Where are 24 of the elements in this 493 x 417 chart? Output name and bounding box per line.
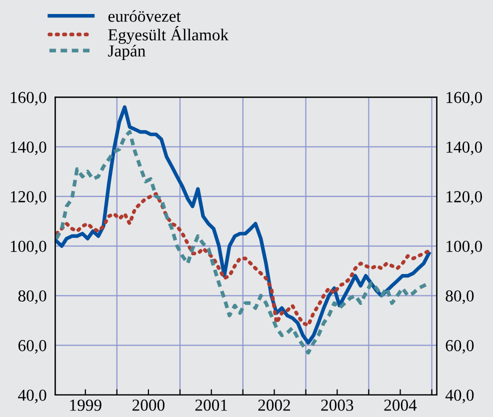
y-tick-label: 40,0: [18, 390, 46, 404]
y2-tick-label: 60,0: [446, 340, 474, 354]
legend-label: Japán: [108, 44, 146, 60]
y-tick-label: 120,0: [10, 191, 46, 205]
x-tick-label: 2000: [132, 400, 164, 411]
y-tick-label: 100,0: [10, 240, 46, 254]
y2-tick-label: 100,0: [446, 240, 482, 254]
line-series: [55, 192, 431, 328]
y-tick-label: 140,0: [10, 141, 46, 156]
y-tick-label: 160,0: [10, 92, 46, 106]
y2-tick-label: 160,0: [446, 92, 482, 106]
legend-label: Egyesült Államok: [108, 26, 229, 44]
x-tick-label: 2004: [384, 400, 417, 411]
x-tick-label: 1999: [70, 400, 102, 411]
y2-tick-label: 80,0: [446, 290, 474, 304]
y-tick-label: 60,0: [18, 340, 46, 354]
legend-label: euróövezet: [108, 10, 181, 22]
y2-tick-label: 40,0: [445, 390, 474, 404]
x-tick-label: 2002: [258, 400, 290, 411]
y-tick-label: 80,0: [18, 290, 46, 304]
y2-tick-label: 120,0: [446, 191, 482, 205]
x-tick-label: 2001: [195, 400, 228, 411]
y2-tick-label: 140,0: [446, 141, 482, 156]
x-tick-label: 2003: [321, 400, 354, 411]
